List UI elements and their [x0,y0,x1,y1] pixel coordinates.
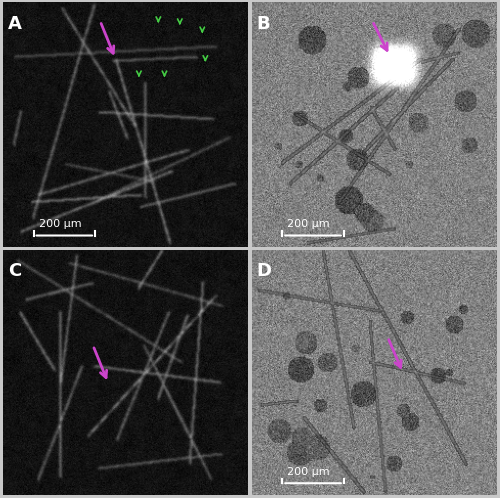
Text: B: B [257,15,270,33]
Text: 200 μm: 200 μm [288,467,330,477]
Text: C: C [8,262,22,280]
Text: A: A [8,15,22,33]
Text: 200 μm: 200 μm [39,220,82,230]
Text: 200 μm: 200 μm [288,220,330,230]
Text: D: D [257,262,272,280]
